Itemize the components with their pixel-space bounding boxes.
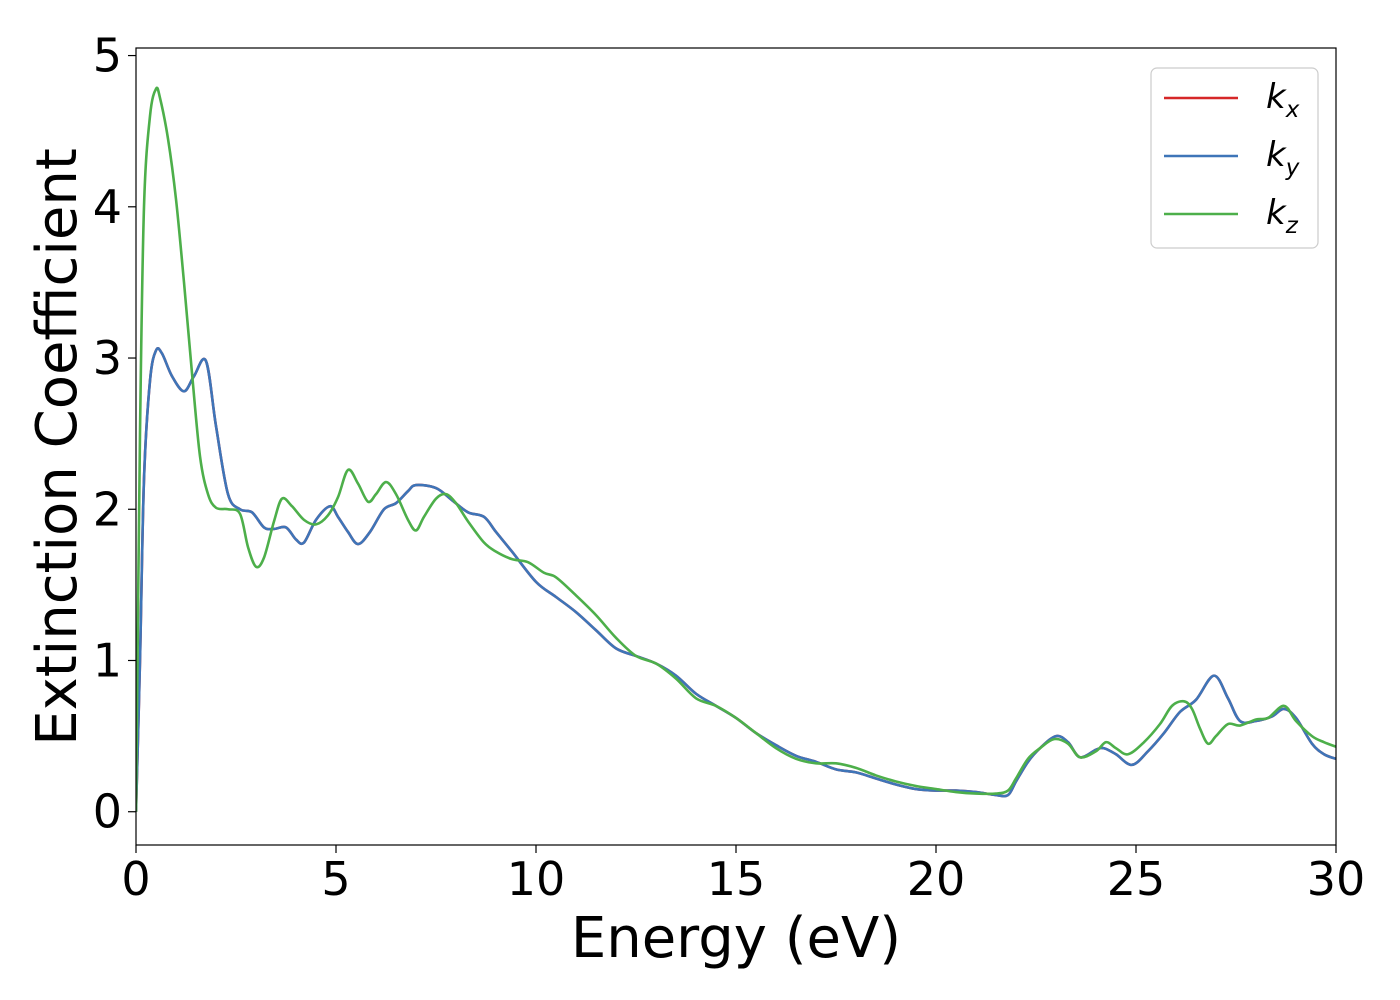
series-layer [136, 86, 1336, 812]
legend-label-main: k [1266, 193, 1287, 233]
x-tick-label: 20 [907, 852, 966, 906]
x-tick-label: 0 [121, 852, 150, 906]
y-tick-label: 1 [93, 633, 122, 687]
legend-label-subscript: y [1285, 155, 1300, 181]
legend-label-subscript: x [1285, 97, 1300, 123]
plot-area [136, 48, 1336, 845]
x-tick-label: 10 [507, 852, 566, 906]
x-axis-label: Energy (eV) [571, 906, 901, 971]
series-line-z [136, 86, 1336, 812]
legend-label-main: k [1266, 135, 1287, 175]
y-axis-label: Extinction Coefficient [25, 148, 90, 746]
y-tick-label: 2 [93, 482, 122, 536]
y-tick-label: 3 [93, 331, 122, 385]
legend-label-x: kx [1266, 77, 1300, 123]
y-tick-label: 0 [93, 785, 122, 839]
legend-label-main: k [1266, 77, 1287, 117]
legend-label-subscript: z [1285, 213, 1299, 239]
y-axis-ticks: 0 1 2 3 4 5 [93, 29, 136, 839]
legend-label-z: kz [1266, 193, 1299, 239]
x-tick-label: 30 [1307, 852, 1366, 906]
x-axis-ticks: 0 5 10 15 20 25 30 [121, 845, 1365, 906]
y-tick-label: 4 [93, 180, 122, 234]
legend-label-y: ky [1266, 135, 1300, 181]
x-tick-label: 15 [707, 852, 766, 906]
x-tick-label: 25 [1107, 852, 1166, 906]
y-tick-label: 5 [93, 29, 122, 83]
x-tick-label: 5 [321, 852, 350, 906]
legend-frame [1150, 67, 1319, 249]
